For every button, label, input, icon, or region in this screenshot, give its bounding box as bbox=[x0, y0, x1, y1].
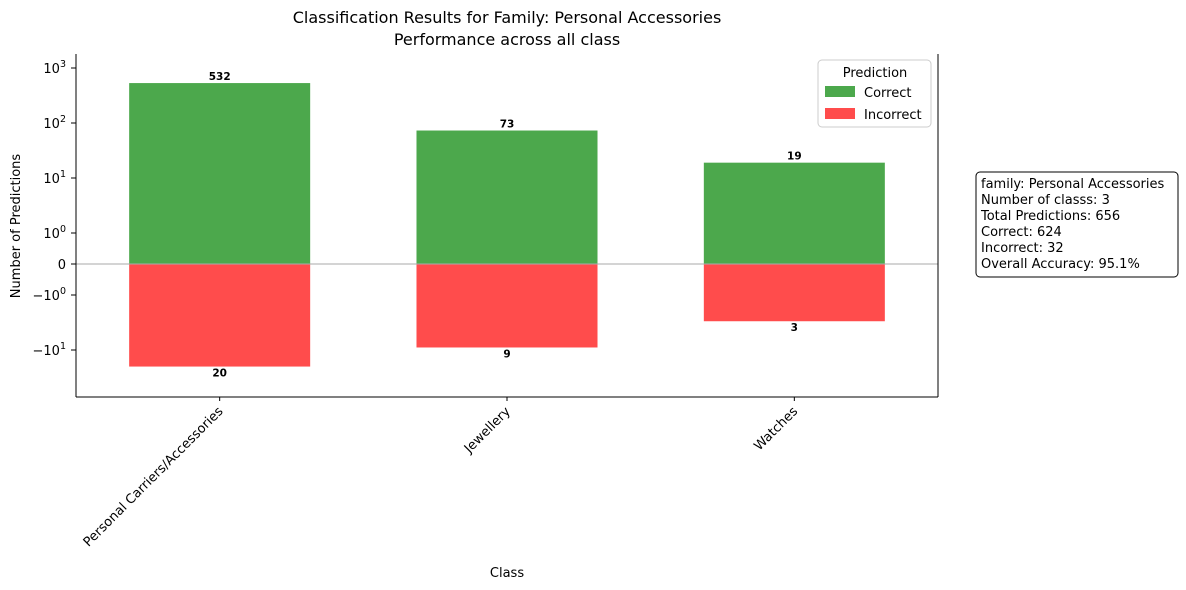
data-label-incorrect: 3 bbox=[791, 322, 798, 334]
x-tick-label: Jewellery bbox=[461, 404, 514, 457]
legend-label-correct: Correct bbox=[864, 86, 911, 101]
x-tick-label: Personal Carriers/Accessories bbox=[81, 404, 227, 550]
y-tick-label: 101 bbox=[43, 169, 66, 187]
x-axis-label: Class bbox=[490, 566, 524, 581]
y-ticks-layer: 103 102 101 100 0 −100 −101 bbox=[33, 59, 76, 359]
data-label-correct: 73 bbox=[500, 119, 515, 131]
x-ticks-layer: Personal Carriers/Accessories Jewellery Wa… bbox=[81, 397, 801, 550]
y-tick-label: −100 bbox=[33, 286, 66, 304]
x-tick-label: Watches bbox=[751, 404, 801, 454]
bar-correct bbox=[416, 130, 598, 264]
stats-line: Number of classs: 3 bbox=[981, 193, 1110, 208]
stats-line: family: Personal Accessories bbox=[981, 177, 1164, 192]
legend-label-incorrect: Incorrect bbox=[864, 108, 922, 123]
chart-title: Classification Results for Family: Perso… bbox=[293, 8, 722, 27]
y-tick-label: 0 bbox=[58, 258, 66, 273]
stats-line: Total Predictions: 656 bbox=[980, 209, 1120, 224]
data-label-incorrect: 20 bbox=[212, 368, 227, 380]
data-label-correct: 19 bbox=[787, 151, 802, 163]
stats-box: family: Personal Accessories Number of c… bbox=[975, 171, 1179, 278]
legend: Prediction Correct Incorrect bbox=[817, 59, 932, 128]
y-tick-label: 100 bbox=[43, 224, 66, 242]
bar-incorrect bbox=[129, 264, 311, 367]
data-label-correct: 532 bbox=[209, 71, 231, 83]
chart-subtitle: Performance across all class bbox=[394, 30, 620, 49]
legend-swatch-incorrect bbox=[825, 108, 855, 119]
stats-box-frame bbox=[975, 171, 1179, 278]
y-tick-label: −101 bbox=[33, 341, 66, 359]
legend-title: Prediction bbox=[843, 66, 908, 81]
y-tick-label: 102 bbox=[43, 114, 66, 132]
legend-swatch-correct bbox=[825, 86, 855, 97]
y-tick-label: 103 bbox=[43, 59, 66, 77]
bar-correct bbox=[129, 83, 311, 264]
stats-line: Overall Accuracy: 95.1% bbox=[981, 257, 1140, 272]
bar-correct bbox=[703, 162, 885, 264]
bar-incorrect bbox=[703, 264, 885, 322]
bars-layer bbox=[129, 83, 885, 367]
y-axis-label: Number of Predictions bbox=[9, 154, 24, 299]
stats-line: Correct: 624 bbox=[981, 225, 1062, 240]
bar-incorrect bbox=[416, 264, 598, 348]
stats-line: Incorrect: 32 bbox=[981, 241, 1064, 256]
data-labels-layer: 532 20 73 9 19 3 bbox=[209, 71, 802, 379]
data-label-incorrect: 9 bbox=[503, 348, 510, 360]
